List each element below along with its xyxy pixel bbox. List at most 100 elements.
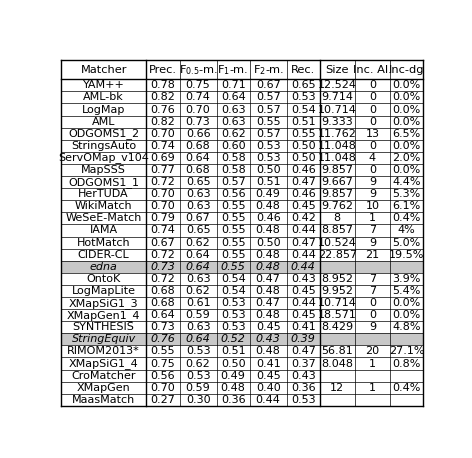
Text: 0.53: 0.53 [256, 141, 280, 151]
Text: 0.48: 0.48 [256, 310, 281, 320]
Bar [61, 309, 423, 321]
Text: 0.65: 0.65 [186, 225, 211, 235]
Text: 4: 4 [369, 153, 376, 163]
Text: 0: 0 [369, 93, 376, 103]
Text: 0.55: 0.55 [221, 213, 245, 224]
Text: 9.667: 9.667 [321, 177, 353, 187]
Text: 0.55: 0.55 [221, 225, 245, 235]
Text: 0.53: 0.53 [291, 93, 316, 103]
Text: Rec.: Rec. [291, 65, 315, 75]
Text: 0.48: 0.48 [256, 250, 281, 260]
Text: 0.36: 0.36 [291, 383, 316, 393]
Bar [61, 115, 423, 128]
Text: WikiMatch: WikiMatch [75, 201, 133, 211]
Text: 9.857: 9.857 [321, 189, 354, 199]
Text: LogMap: LogMap [82, 104, 126, 114]
Bar [61, 200, 423, 213]
Text: XMapSiG1_3: XMapSiG1_3 [69, 298, 138, 309]
Bar [61, 333, 423, 345]
Bar [61, 224, 423, 236]
Text: 0.4%: 0.4% [392, 213, 421, 224]
Text: 0.76: 0.76 [151, 334, 176, 344]
Text: CIDER-CL: CIDER-CL [78, 250, 129, 260]
Text: 0.68: 0.68 [185, 141, 211, 151]
Text: 0.63: 0.63 [221, 104, 245, 114]
Text: 0.46: 0.46 [291, 189, 316, 199]
Text: 0.69: 0.69 [151, 153, 176, 163]
Text: 0.70: 0.70 [151, 189, 176, 199]
Text: 0.46: 0.46 [256, 213, 280, 224]
Text: 0.62: 0.62 [185, 359, 211, 369]
Text: HerTUDA: HerTUDA [78, 189, 129, 199]
Text: 0.48: 0.48 [256, 225, 281, 235]
Text: 21: 21 [365, 250, 379, 260]
Text: 7: 7 [369, 286, 376, 296]
Bar [61, 261, 423, 273]
Text: 0.57: 0.57 [256, 129, 280, 139]
Text: SYNTHESIS: SYNTHESIS [73, 322, 135, 332]
Bar [61, 188, 423, 200]
Text: 56.81: 56.81 [321, 346, 353, 356]
Bar [61, 79, 423, 92]
Text: 0.62: 0.62 [185, 238, 211, 248]
Text: 0.53: 0.53 [256, 153, 280, 163]
Text: 10.714: 10.714 [318, 104, 357, 114]
Text: 0.0%: 0.0% [392, 298, 421, 308]
Text: 0.55: 0.55 [256, 117, 280, 126]
Text: 0.37: 0.37 [291, 359, 316, 369]
Bar [61, 104, 423, 115]
Text: 9.714: 9.714 [321, 93, 354, 103]
Text: 0.0%: 0.0% [392, 165, 421, 175]
Text: 0.44: 0.44 [291, 262, 316, 272]
Text: AML-bk: AML-bk [83, 93, 124, 103]
Text: 0.45: 0.45 [291, 201, 316, 211]
Text: 0.4%: 0.4% [392, 383, 421, 393]
Text: 0.63: 0.63 [186, 201, 211, 211]
Bar [61, 92, 423, 104]
Text: Inc-dg: Inc-dg [388, 65, 424, 75]
Text: 0.55: 0.55 [291, 129, 316, 139]
Text: Inc. Al.: Inc. Al. [353, 65, 392, 75]
Text: 0.55: 0.55 [221, 238, 245, 248]
Text: 0.55: 0.55 [221, 250, 245, 260]
Text: 3.9%: 3.9% [392, 274, 421, 284]
Text: 0.53: 0.53 [221, 322, 245, 332]
Text: 0.47: 0.47 [256, 274, 281, 284]
Text: 0.46: 0.46 [291, 165, 316, 175]
Text: 0.51: 0.51 [221, 346, 245, 356]
Text: 0.58: 0.58 [221, 165, 245, 175]
Bar [61, 382, 423, 394]
Text: 0.53: 0.53 [221, 298, 245, 308]
Text: 0.72: 0.72 [151, 274, 176, 284]
Text: 8.952: 8.952 [321, 274, 354, 284]
Text: 0.48: 0.48 [256, 262, 281, 272]
Text: XMapSiG1_4: XMapSiG1_4 [69, 358, 139, 369]
Text: 0.67: 0.67 [185, 213, 211, 224]
Text: 0.50: 0.50 [256, 165, 280, 175]
Bar [61, 249, 423, 261]
Text: 2.0%: 2.0% [392, 153, 421, 163]
Text: AML: AML [92, 117, 116, 126]
Text: 0.82: 0.82 [151, 117, 176, 126]
Bar [61, 164, 423, 176]
Text: 0.63: 0.63 [186, 189, 211, 199]
Text: 4.8%: 4.8% [392, 322, 421, 332]
Text: 11.048: 11.048 [318, 153, 357, 163]
Text: 0.44: 0.44 [291, 298, 316, 308]
Text: 0.62: 0.62 [185, 286, 211, 296]
Text: 0.55: 0.55 [151, 346, 176, 356]
Text: 0.65: 0.65 [291, 80, 316, 90]
Text: 0.8%: 0.8% [392, 359, 421, 369]
Text: 0.64: 0.64 [221, 93, 245, 103]
Text: HotMatch: HotMatch [77, 238, 130, 248]
Text: Matcher: Matcher [80, 65, 127, 75]
Text: 0.44: 0.44 [291, 225, 316, 235]
Text: 0.48: 0.48 [221, 383, 245, 393]
Text: 0.65: 0.65 [186, 177, 211, 187]
Text: 0.64: 0.64 [151, 310, 176, 320]
Text: WeSeE-Match: WeSeE-Match [66, 213, 142, 224]
Text: 0.78: 0.78 [151, 80, 176, 90]
Bar [61, 394, 423, 406]
Text: MaasMatch: MaasMatch [72, 395, 135, 405]
Text: 0.57: 0.57 [221, 177, 245, 187]
